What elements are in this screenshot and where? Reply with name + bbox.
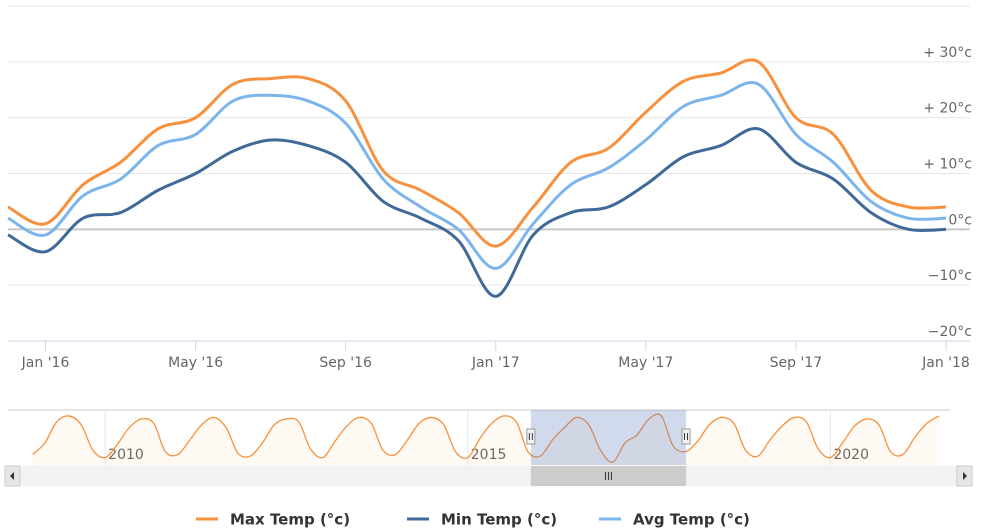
navigator: 2010 2015 2020 — [4, 409, 973, 487]
y-tick-label: −10°c — [928, 268, 972, 284]
handle-box — [526, 428, 536, 445]
x-tick-label: Jan '16 — [21, 355, 70, 371]
series-line — [7, 81, 947, 270]
legend-label[interactable]: Max Temp (°c) — [230, 511, 350, 529]
series-line — [7, 58, 947, 248]
y-tick-label: + 10°c — [923, 157, 972, 173]
legend: Max Temp (°c) Min Temp (°c) Avg Temp (°c) — [196, 511, 750, 529]
main-plot: −20°c −10°c 0°c + 10°c + 20°c + 30°c Jan '16 Ma… — [7, 5, 972, 371]
legend-label[interactable]: Avg Temp (°c) — [633, 511, 750, 529]
navigator-area — [32, 414, 940, 465]
x-tick-label: 2010 — [108, 447, 144, 463]
navigator-handle[interactable] — [526, 428, 536, 445]
series-line — [7, 127, 947, 298]
x-tick-label: 2020 — [833, 447, 869, 463]
x-tick-label: Sep '16 — [319, 355, 372, 371]
legend-label[interactable]: Min Temp (°c) — [441, 511, 557, 529]
scrollbar-track — [4, 465, 973, 487]
navigator-handle[interactable] — [681, 428, 691, 445]
x-tick-label: 2015 — [471, 447, 507, 463]
y-tick-label: −20°c — [928, 324, 972, 340]
handle-box — [681, 428, 691, 445]
x-tick-label: May '17 — [618, 355, 673, 371]
y-tick-label: + 20°c — [923, 101, 972, 117]
x-tick-label: Jan '18 — [921, 355, 970, 371]
navigator-mask[interactable] — [530, 410, 687, 465]
y-tick-label: + 30°c — [923, 45, 972, 61]
scroll-right-arrow — [963, 472, 967, 480]
navigator-line — [32, 413, 940, 463]
x-tick-label: Sep '17 — [770, 355, 823, 371]
x-tick-label: May '16 — [168, 355, 223, 371]
scroll-left-arrow — [10, 472, 14, 480]
y-tick-label: 0°c — [948, 212, 972, 228]
x-tick-label: Jan '17 — [471, 355, 520, 371]
